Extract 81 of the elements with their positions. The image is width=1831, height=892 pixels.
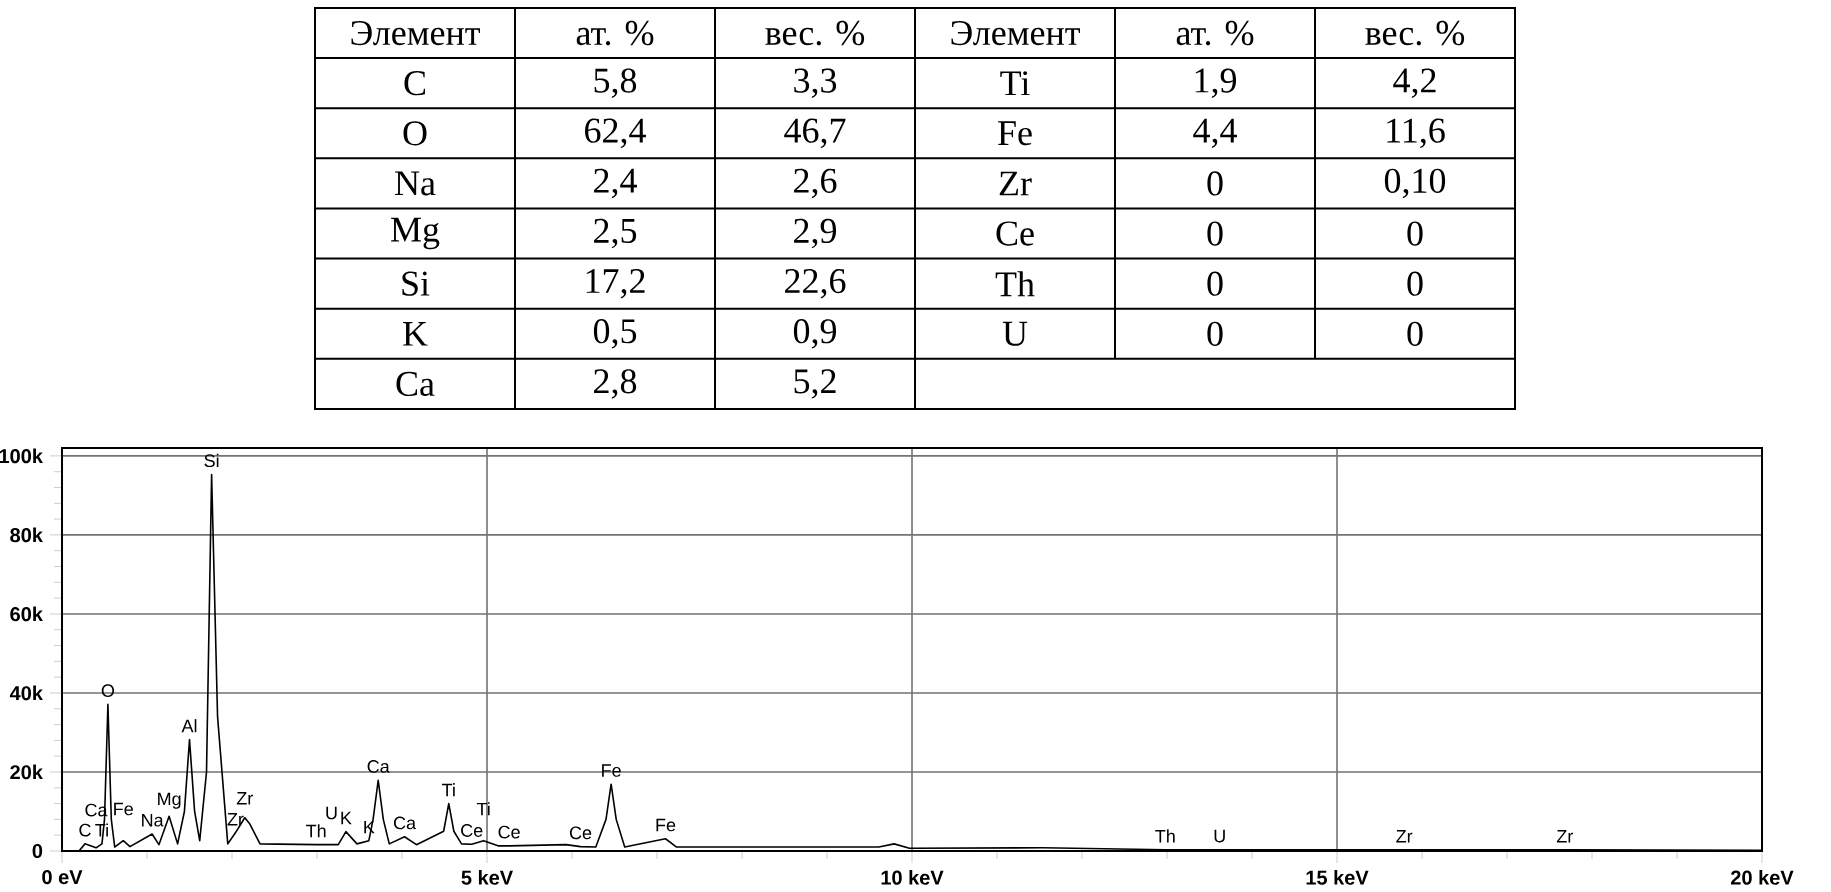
text: U xyxy=(1002,321,1028,346)
annotation: Zr xyxy=(227,813,244,826)
text: 5,8 xyxy=(594,68,637,98)
text: 62,4 xyxy=(585,118,646,149)
text: 0 xyxy=(1207,171,1223,196)
annotation: Fe xyxy=(114,802,133,816)
x-tick-label: 20 keV xyxy=(1731,870,1794,885)
text: 11,6 xyxy=(1387,118,1445,149)
category-label: вес. % xyxy=(765,20,865,46)
text: 4,4 xyxy=(1193,118,1237,148)
annotation: Zr xyxy=(1396,830,1413,843)
text: 0 xyxy=(1207,271,1223,296)
text: O xyxy=(403,121,427,146)
annotation: Si xyxy=(204,453,219,468)
category-label: Элемент xyxy=(951,20,1080,46)
y-tick-label: 0 xyxy=(32,843,43,859)
text: 5,2 xyxy=(794,369,836,399)
text: Mg xyxy=(391,217,440,250)
text: 1,9 xyxy=(1195,68,1237,98)
text: 3,3 xyxy=(794,68,837,98)
annotation: Ce xyxy=(461,824,483,837)
text: 0 xyxy=(1407,321,1423,346)
y-tick-label: 20k xyxy=(10,764,43,780)
annotation: Zr xyxy=(1556,830,1574,843)
annotation: C xyxy=(79,823,91,837)
text: Ce xyxy=(996,221,1034,246)
annotation: Na xyxy=(142,814,164,827)
annotation: Ca xyxy=(393,816,417,830)
y-tick-label: 60k xyxy=(10,606,43,622)
text: Na xyxy=(395,171,436,196)
text: Zr xyxy=(999,171,1032,196)
x-tick-label: 5 keV xyxy=(461,870,513,885)
annotation: Fe xyxy=(656,818,676,832)
category-label: вес. % xyxy=(1365,20,1465,46)
text: 0,5 xyxy=(593,319,637,349)
annotation: Th xyxy=(1155,829,1175,843)
y-tick-label: 100k xyxy=(0,448,43,464)
y-tick-label: 40k xyxy=(9,685,43,701)
annotation: K xyxy=(341,811,352,825)
text: 2,6 xyxy=(794,168,837,199)
text: 0,9 xyxy=(793,319,837,349)
text: 4,2 xyxy=(1393,68,1436,98)
text: 0,10 xyxy=(1384,168,1446,199)
x-tick-label: 10 keV xyxy=(881,870,944,885)
category-label: ат. % xyxy=(1176,20,1254,46)
annotation: Mg xyxy=(158,792,181,809)
text: 0 xyxy=(1207,321,1223,346)
annotation: Fe xyxy=(602,764,621,777)
text: 46,7 xyxy=(784,118,846,149)
annotation: U xyxy=(1214,829,1225,843)
text: Fe xyxy=(998,121,1032,146)
text: 22,6 xyxy=(785,268,846,299)
text: Ca xyxy=(396,371,435,397)
annotation: Ti xyxy=(442,783,455,797)
text: Ti xyxy=(1000,71,1030,96)
annotation: Ce xyxy=(569,826,592,840)
annotation: Th xyxy=(306,824,326,838)
annotation: Ti xyxy=(476,802,490,816)
text: 2,5 xyxy=(594,218,637,249)
annotation: Al xyxy=(181,719,197,733)
text: 0 xyxy=(1407,221,1423,246)
text: 0 xyxy=(1407,271,1423,296)
text: 2,4 xyxy=(594,168,637,199)
text: 0 xyxy=(1207,221,1223,246)
annotation: Zr xyxy=(236,792,253,805)
text: 2,8 xyxy=(594,369,637,399)
annotation: O xyxy=(101,684,115,698)
text: C xyxy=(404,71,426,96)
text: Si xyxy=(402,271,430,296)
text: 2,9 xyxy=(794,218,837,249)
text: K xyxy=(403,322,428,346)
annotation: U xyxy=(326,806,337,820)
y-tick-label: 80k xyxy=(10,527,43,543)
category-label: ат. % xyxy=(576,20,654,46)
x-tick-label: 0 eV xyxy=(42,870,83,885)
annotation: Ca xyxy=(367,760,390,773)
category-label: Элемент xyxy=(351,20,480,46)
text: 17,2 xyxy=(586,268,645,299)
text: Th xyxy=(995,271,1035,297)
x-tick-label: 15 keV xyxy=(1306,870,1369,885)
annotation: Ce xyxy=(498,825,520,839)
